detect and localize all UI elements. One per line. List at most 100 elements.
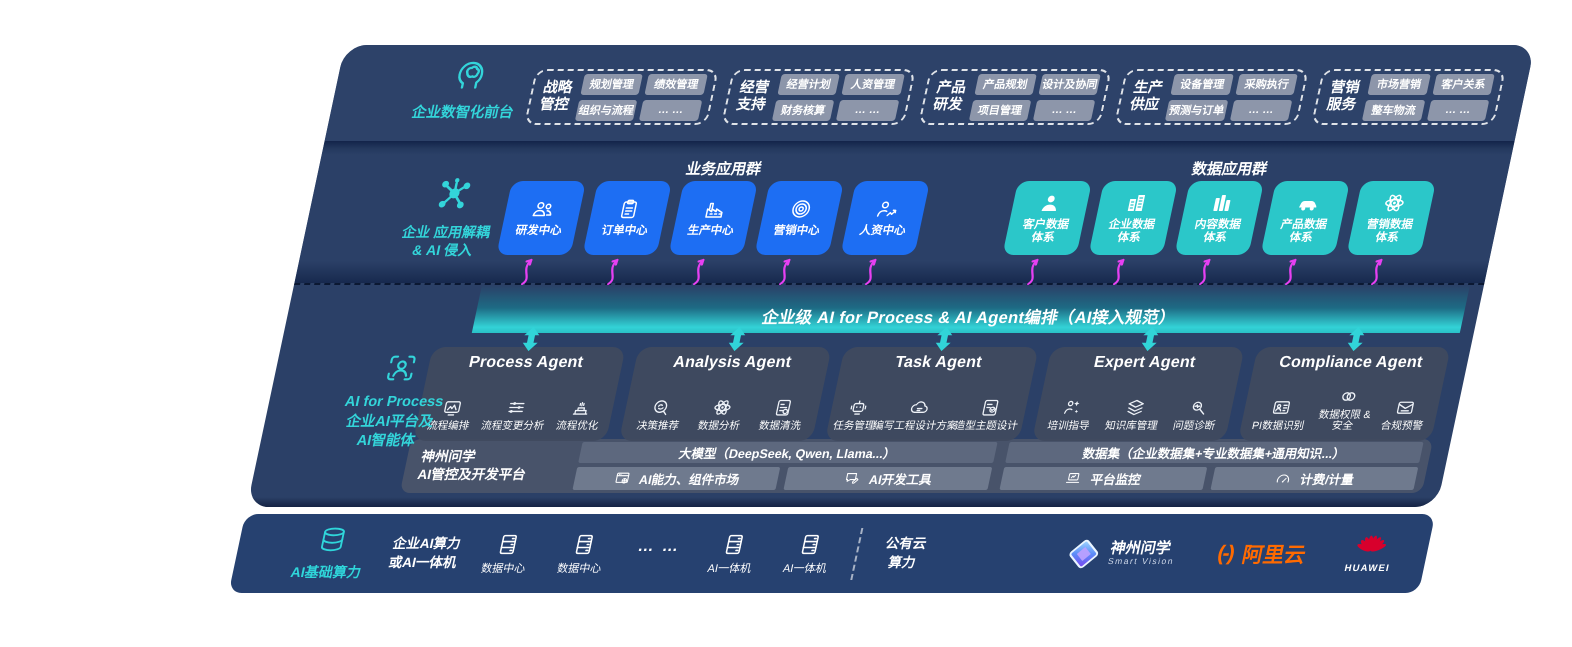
shenzhou-wenxue-logo: 神州问学 Smart Vision bbox=[1062, 536, 1180, 572]
infra-nodes: 数据中心 数据中心 … … AI一体机 AI一体机 bbox=[480, 532, 835, 576]
module-pill: 组织与流程 bbox=[574, 99, 638, 121]
agent-title: Task Agent bbox=[893, 354, 984, 371]
infra-node-label: 数据中心 bbox=[479, 562, 527, 575]
agent-capability-label: 数据权限 & 安全 bbox=[1317, 408, 1373, 433]
group-pills: 设备管理 采购执行 预测与订单… … bbox=[1165, 73, 1299, 121]
data-flow-arrow bbox=[1113, 258, 1125, 285]
data-system-tile-column: 营销数据 体系 bbox=[1340, 181, 1437, 285]
agent-card-task-agent: Task Agent 任务管理 编写工程设计方案 造型主题设计 bbox=[825, 347, 1039, 441]
diamond-logo-icon bbox=[1069, 539, 1099, 568]
platform-label: 神州问学 AI管控及开发平台 bbox=[416, 449, 528, 482]
group-title: 战略 管控 bbox=[538, 79, 575, 113]
agent-capability: 合规预警 bbox=[1379, 397, 1429, 433]
agent-column: Task Agent 任务管理 编写工程设计方案 造型主题设计 bbox=[825, 326, 1041, 441]
data-flow-arrow bbox=[521, 258, 533, 285]
module-pill: 经营计划 bbox=[777, 73, 841, 95]
agent-capability-label: 知识库管理 bbox=[1103, 420, 1159, 433]
vendor-logos: 神州问学 Smart Vision (-) 阿里云 bbox=[1061, 534, 1405, 574]
data-system-tile: 内容数据 体系 bbox=[1174, 181, 1265, 255]
data-system-tile-column: 客户数据 体系 bbox=[996, 181, 1093, 285]
doc-data-icon bbox=[776, 400, 792, 416]
infra-node-label: 数据中心 bbox=[555, 562, 603, 575]
agent-capability-label: 数据清洗 bbox=[757, 420, 803, 433]
orchestration-zone: 企业级 AI for Process & AI Agent编排（AI接入规范） bbox=[284, 285, 1484, 333]
clipboard-icon bbox=[620, 200, 637, 219]
business-app-tile-column: 研发中心 bbox=[490, 181, 587, 285]
cloud-edit-icon bbox=[910, 401, 928, 414]
agent-card-compliance-agent: Compliance Agent PI数据识别 数据权限 & 安全 合规预警 bbox=[1237, 347, 1451, 441]
dataset-grid: 数据集（企业数据集+专业数据集+通用知识...） 平台监控 计费/计量 bbox=[998, 442, 1424, 490]
data-flow-arrow bbox=[1027, 258, 1039, 285]
link-icon bbox=[1342, 391, 1356, 401]
tile-label: 产品数据 体系 bbox=[1279, 218, 1329, 244]
agent-card-expert-agent: Expert Agent 培训指导 知识库管理 问题诊断 bbox=[1031, 347, 1245, 441]
robot-icon bbox=[850, 400, 866, 415]
bidirectional-arrow-icon bbox=[1141, 326, 1158, 352]
atom-icon bbox=[1385, 194, 1404, 212]
agent-capability: 决策推荐 bbox=[635, 397, 685, 433]
group-title: 生产 供应 bbox=[1128, 79, 1165, 113]
module-pill: … … bbox=[1032, 99, 1096, 121]
agent-column: Analysis Agent 决策推荐 数据分析 数据清洗 bbox=[619, 326, 835, 441]
id-card-icon bbox=[1273, 401, 1291, 415]
module-pill: 客户关系 bbox=[1432, 73, 1495, 95]
alibaba-bracket-icon: (-) bbox=[1215, 541, 1236, 565]
infra-node: 数据中心 bbox=[480, 532, 533, 576]
agent-capability-label: 流程优化 bbox=[554, 420, 600, 433]
agent-capability-label: 编写工程设计方案 bbox=[871, 420, 959, 433]
front-office-layer: 企业数智化前台 战略 管控 规划管理 绩效管理 组织与流程… … 经营 支持 经营计划 人资管理… bbox=[324, 45, 1535, 141]
module-pill: … … bbox=[1229, 99, 1293, 121]
atom-icon bbox=[714, 400, 731, 416]
tile-label: 营销数据 体系 bbox=[1365, 218, 1415, 244]
data-flow-arrow bbox=[1371, 258, 1383, 285]
model-grid: 大模型（DeepSeek, Qwen, Llama...） AI能力、组件市场 A… bbox=[572, 442, 998, 490]
platform-cell: 平台监控 bbox=[998, 467, 1208, 490]
optimize-icon bbox=[572, 402, 587, 415]
group-pills: 经营计划 人资管理 财务核算… … bbox=[771, 73, 905, 121]
person-frame-icon bbox=[380, 351, 422, 390]
llm-bar: 大模型（DeepSeek, Qwen, Llama...） bbox=[578, 442, 998, 463]
front-office-label-block: 企业数智化前台 bbox=[381, 55, 555, 122]
agent-capability-label: 流程变更分析 bbox=[479, 420, 546, 433]
infra-layer: AI基础算力 企业AI算力 或AI一体机 数据中心 数据中心 … … AI一体机 AI一体… bbox=[228, 514, 1436, 593]
agent-card-process-agent: Process Agent 流程编排 流程变更分析 流程优化 bbox=[412, 347, 627, 441]
agent-capability: 培训指导 bbox=[1046, 397, 1096, 433]
group-title: 营销 服务 bbox=[1325, 79, 1362, 113]
business-app-tile-column: 营销中心 bbox=[748, 181, 845, 285]
group-pills: 产品规划 设计及协同 项目管理… … bbox=[968, 73, 1102, 121]
platform-cell: 计费/计量 bbox=[1210, 467, 1419, 490]
business-app-tile-column: 订单中心 bbox=[576, 181, 673, 285]
agents-row: Process Agent 流程编排 流程变更分析 流程优化 Analysis Agen… bbox=[412, 326, 1454, 441]
front-office-group-5: 营销 服务 市场营销 客户关系 整车物流… … bbox=[1311, 69, 1506, 125]
front-office-group-3: 产品 研发 产品规划 设计及协同 项目管理… … bbox=[917, 69, 1113, 125]
teach-icon bbox=[1063, 401, 1080, 415]
brain-head-icon bbox=[458, 61, 484, 89]
flow-icon bbox=[443, 401, 461, 416]
server-icon bbox=[725, 534, 744, 554]
server-icon bbox=[575, 534, 594, 554]
group-pills: 市场营销 客户关系 整车物流… … bbox=[1362, 73, 1495, 121]
agent-title: Analysis Agent bbox=[671, 354, 794, 371]
orchestration-bar: 企业级 AI for Process & AI Agent编排（AI接入规范） bbox=[471, 285, 1470, 333]
infra-node: AI一体机 bbox=[706, 532, 759, 576]
diagnose-icon bbox=[1192, 401, 1204, 415]
person-icon bbox=[1041, 195, 1056, 211]
bidirectional-arrow-icon bbox=[1347, 326, 1365, 352]
database-icon bbox=[320, 527, 345, 552]
dashed-divider bbox=[850, 527, 864, 580]
module-pill: 整车物流 bbox=[1362, 99, 1425, 121]
diagram-skewed-canvas: 企业数智化前台 战略 管控 规划管理 绩效管理 组织与流程… … 经营 支持 经营计划 人资管理… bbox=[228, 45, 1536, 593]
agent-items: 流程编排 流程变更分析 流程优化 bbox=[421, 372, 615, 433]
ellipsis-more: … … bbox=[636, 537, 683, 555]
infra-node-label: AI一体机 bbox=[706, 562, 753, 575]
business-app-tile: 订单中心 bbox=[582, 181, 673, 255]
group-title: 经营 支持 bbox=[734, 79, 771, 113]
tile-label: 订单中心 bbox=[600, 225, 649, 238]
data-system-tile: 产品数据 体系 bbox=[1260, 181, 1351, 255]
business-app-tile: 营销中心 bbox=[754, 181, 845, 255]
tile-label: 生产中心 bbox=[686, 225, 735, 238]
module-pill: 采购执行 bbox=[1235, 73, 1299, 95]
data-system-tile: 企业数据 体系 bbox=[1088, 181, 1179, 255]
agent-title: Expert Agent bbox=[1092, 354, 1198, 371]
app-layer-label: 企业 应用解耦 & AI 侵入 bbox=[400, 224, 492, 259]
